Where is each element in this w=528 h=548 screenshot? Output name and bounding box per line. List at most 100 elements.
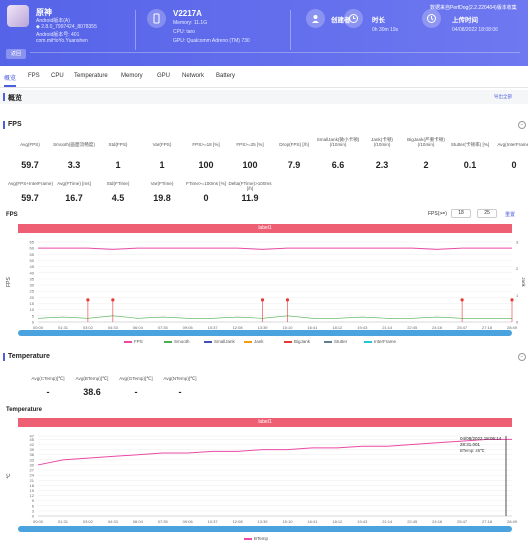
legend-label: Smooth	[174, 339, 190, 344]
bigjank-point	[510, 298, 514, 302]
phone-icon	[147, 9, 166, 28]
x-tick-label: 04:33	[108, 325, 119, 330]
tab-network[interactable]: Network	[182, 73, 205, 79]
legend-item[interactable]: FPS	[124, 339, 143, 344]
y-tick-label: 20	[30, 295, 35, 300]
stat-label: Avg(InterFrame)	[497, 142, 528, 147]
legend-label: BigJank	[294, 339, 311, 344]
series-line	[37, 315, 512, 319]
stat-label: FPS>=18 [%]	[192, 142, 220, 147]
tab-overview[interactable]: 概览	[4, 76, 17, 82]
temperature-time-slider[interactable]	[18, 526, 512, 532]
fps-threshold-input-2[interactable]: 25	[477, 209, 497, 218]
y-tick-label: 12	[30, 493, 35, 498]
stat-label: Var(FTime)	[150, 181, 174, 186]
y-tick-label: 55	[30, 252, 35, 257]
tab-memory[interactable]: Memory	[121, 73, 143, 79]
clock-icon	[344, 9, 363, 28]
legend-swatch	[204, 340, 212, 343]
series-line	[38, 247, 512, 250]
stat-label: Drop(FPS) [/h]	[279, 142, 309, 147]
x-tick-label: 18:12	[332, 519, 343, 524]
legend-item[interactable]: BTemp	[244, 536, 268, 541]
collapse-fps-button[interactable]: −	[518, 121, 526, 129]
x-tick-label: 21:14	[382, 325, 393, 330]
stat-label: Var(FPS)	[152, 142, 172, 147]
stat-value: 3.3	[67, 160, 81, 170]
stat-label: Smooth(画面流畅度)	[53, 142, 95, 147]
stat-label: Std(FPS)	[108, 142, 128, 147]
x-tick-label: 06:04	[133, 325, 144, 330]
back-button[interactable]: 返回	[6, 49, 26, 59]
tab-cpu[interactable]: CPU	[51, 73, 64, 79]
legend-swatch	[364, 340, 372, 343]
legend-item[interactable]: BigJank	[284, 339, 310, 344]
y-axis-label: ℃	[6, 473, 12, 479]
device-memory: Memory: 11.1G	[173, 20, 208, 26]
stat-value: 0	[203, 193, 209, 203]
device-cpu: CPU: taro	[173, 29, 195, 35]
fps-threshold-input-1[interactable]: 18	[451, 209, 471, 218]
section-marker	[3, 121, 5, 129]
x-tick-label: 07:35	[158, 325, 169, 330]
y-tick-label: 5	[32, 313, 35, 318]
y-tick-label: 35	[30, 276, 35, 281]
x-tick-label: 12:08	[233, 519, 244, 524]
y-tick-label: 36	[30, 452, 35, 457]
tab-gpu[interactable]: GPU	[157, 73, 171, 79]
y-tick-label: 10	[30, 307, 35, 312]
collapse-temperature-button[interactable]: −	[518, 353, 526, 361]
y-tick-label: 15	[30, 301, 35, 306]
section-marker	[3, 353, 5, 361]
x-tick-label: 24:16	[432, 325, 443, 330]
stat-label: Avg(FPS)	[20, 142, 40, 147]
x-tick-label: 09:06	[183, 519, 194, 524]
y-tick-label: 27	[30, 468, 35, 473]
stat-label: Avg(NTemp)[℃]	[163, 376, 197, 381]
legend-item[interactable]: Smooth	[164, 339, 190, 344]
fps-time-slider[interactable]	[18, 330, 512, 336]
legend-item[interactable]: Jank	[244, 339, 264, 344]
stat-value: -	[178, 387, 182, 397]
stat-value: 2.3	[375, 160, 389, 170]
stat-value: 2	[423, 160, 429, 170]
fps-reset-button[interactable]: 重置	[505, 212, 516, 218]
stat-label: FPS>=25 [%]	[236, 142, 264, 147]
fps-label-band[interactable]: label1	[18, 224, 512, 233]
bigjank-point	[86, 298, 90, 302]
tab-temperature[interactable]: Temperature	[74, 73, 108, 79]
tab-bar: 概览 FPS CPU Temperature Memory GPU Networ…	[0, 66, 528, 88]
x-tick-label: 19:43	[357, 519, 368, 524]
device-gpu: GPU: Qualcomm Adreno (TM) 730	[173, 38, 250, 44]
fps-section-title: FPS	[8, 121, 22, 128]
legend-item[interactable]: SmallJank	[204, 339, 235, 344]
stat-label: Jank(卡顿) (/10min)	[371, 137, 393, 147]
legend-swatch	[244, 340, 252, 343]
stat-value: 4.5	[111, 193, 125, 203]
stat-value: 1	[115, 160, 121, 170]
tab-battery[interactable]: Battery	[216, 73, 236, 79]
export-all-link[interactable]: 导出全部	[494, 94, 512, 99]
stat-value: -	[134, 387, 138, 397]
y2-axis-label: Jank	[521, 277, 526, 287]
legend-item[interactable]: InterFrame	[364, 339, 396, 344]
device-name: V2217A	[173, 9, 202, 18]
stat-value: 38.6	[83, 387, 101, 397]
y2-tick-label: 3	[516, 240, 519, 245]
y-tick-label: 39	[30, 447, 35, 452]
header-divider	[290, 10, 291, 50]
y-tick-label: 47	[30, 434, 35, 439]
temperature-label-band[interactable]: label1	[18, 418, 512, 427]
stat-value: 6.6	[331, 160, 345, 170]
stat-label: Avg(CTemp)[℃]	[31, 376, 65, 381]
tab-fps[interactable]: FPS	[28, 73, 40, 79]
x-tick-label: 19:43	[357, 325, 368, 330]
x-tick-label: 18:12	[332, 325, 343, 330]
legend-item[interactable]: Stutter	[324, 339, 347, 344]
x-tick-label: 09:06	[183, 325, 194, 330]
perfdog-version-link[interactable]: 数据来自PerfDog(2.2.220404)版本收集	[430, 5, 517, 11]
duration-value: 0h 30m 19s	[372, 27, 399, 33]
y-tick-label: 25	[30, 289, 35, 294]
